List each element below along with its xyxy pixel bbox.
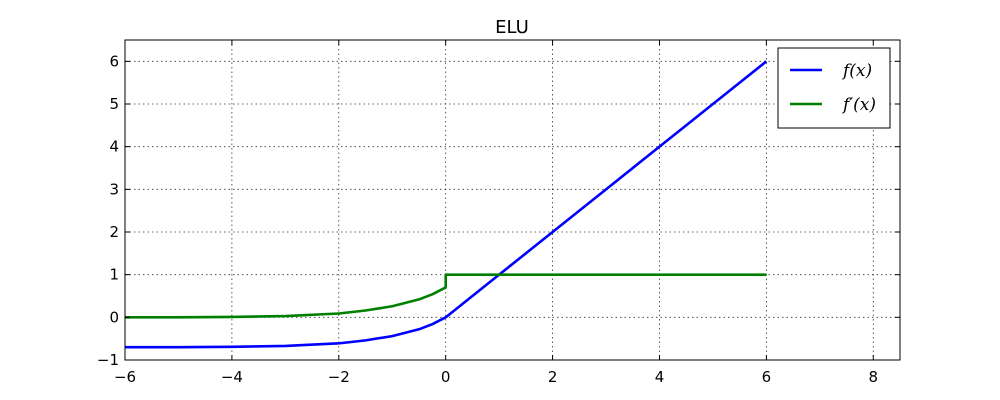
legend-box xyxy=(777,47,891,129)
legend-label-f: f(x) xyxy=(841,61,872,81)
series-line-f xyxy=(125,60,768,349)
y-tick-label: −1 xyxy=(97,351,119,369)
y-tick-label: 0 xyxy=(109,308,119,326)
y-tick-label: 5 xyxy=(109,95,119,113)
x-tick-label: 8 xyxy=(869,368,879,386)
plot-frame xyxy=(124,39,901,361)
legend: f(x) f′(x) xyxy=(777,47,891,129)
y-tick-label: 1 xyxy=(109,266,119,284)
series-layer xyxy=(125,60,768,349)
ticks-layer: −6 −4 −2 0 2 4 6 8 −1 0 1 2 3 4 5 6 xyxy=(97,40,900,386)
x-tick-label: 6 xyxy=(762,368,772,386)
x-tick-label: 0 xyxy=(441,368,451,386)
y-tick-label: 2 xyxy=(109,223,119,241)
x-tick-label: −4 xyxy=(221,368,243,386)
x-tick-label: 2 xyxy=(548,368,558,386)
series-line-fprime xyxy=(125,273,767,319)
x-tick-label: 4 xyxy=(655,368,665,386)
y-tick-label: 4 xyxy=(109,138,119,156)
x-tick-label: −6 xyxy=(114,368,136,386)
chart-title: ELU xyxy=(495,17,529,38)
legend-label-fprime: f′(x) xyxy=(841,95,876,115)
y-tick-label: 6 xyxy=(109,52,119,70)
x-tick-label: −2 xyxy=(328,368,350,386)
y-tick-label: 3 xyxy=(109,180,119,198)
